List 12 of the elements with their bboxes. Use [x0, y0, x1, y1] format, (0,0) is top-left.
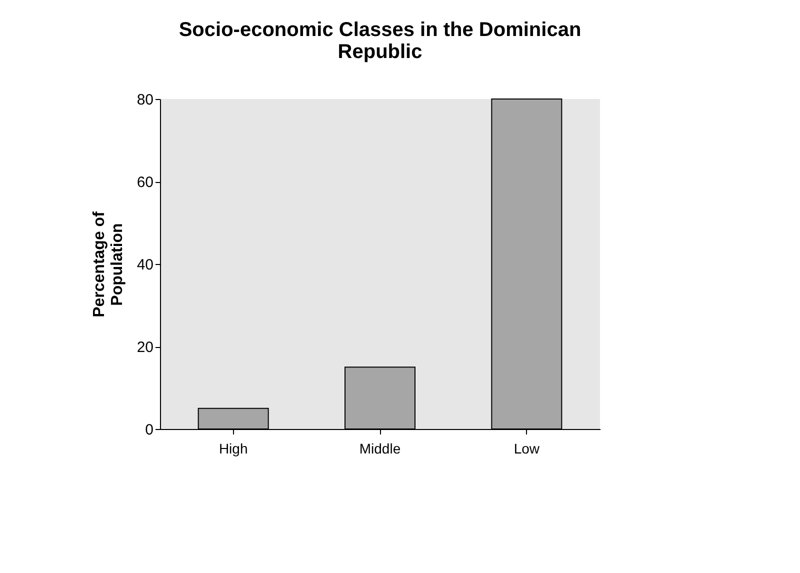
x-tick-label: High — [218, 440, 248, 456]
text: Population — [108, 223, 126, 306]
text: Percentage of — [90, 212, 108, 318]
y-tick-label: 40 — [136, 256, 154, 274]
text: Socio-economic Classes in the Dominican — [178, 19, 582, 41]
text: Republic — [338, 41, 422, 63]
y-tick-label: 20 — [136, 339, 154, 356]
y-tick-label: 60 — [136, 174, 154, 191]
y-tick-label: 80 — [136, 92, 154, 108]
x-tick-label: Low — [514, 440, 540, 456]
x-tick-label: Middle — [359, 440, 401, 456]
y-tick-label: 0 — [145, 422, 154, 438]
